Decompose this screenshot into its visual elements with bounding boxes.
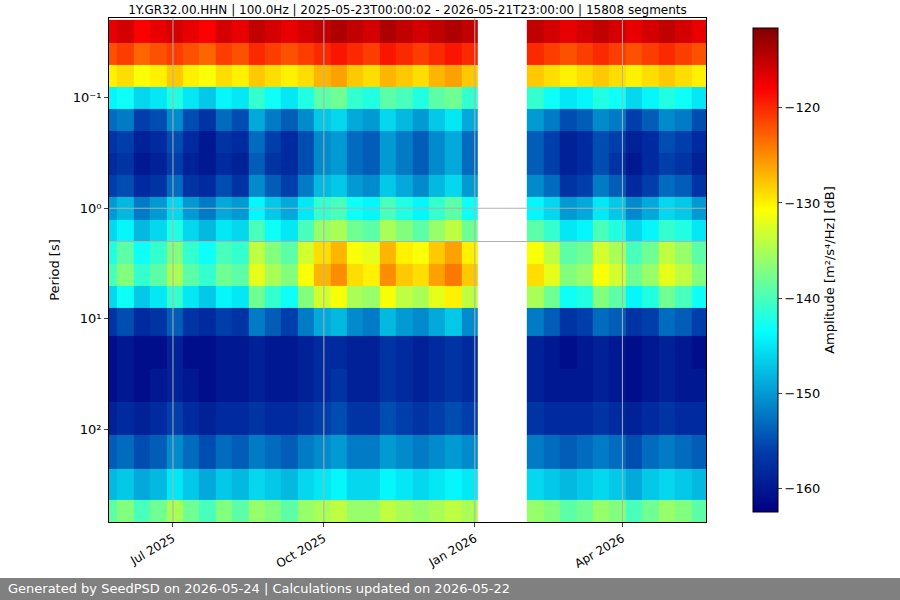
- svg-text:Jul 2025: Jul 2025: [127, 531, 177, 568]
- svg-text:10²: 10²: [80, 422, 102, 437]
- html-text:Generated by SeedPSD on 2026-0: Generated by SeedPSD on 2026-05-24 | Cal…: [8, 581, 510, 596]
- svg-text:−140: −140: [785, 291, 821, 306]
- svg-text:10⁰: 10⁰: [80, 201, 102, 216]
- svg-text:Period [s]: Period [s]: [47, 239, 62, 301]
- svg-text:−120: −120: [785, 100, 821, 115]
- svg-text:−150: −150: [785, 386, 821, 401]
- svg-text:1Y.GR32.00.HHN | 100.0Hz | 202: 1Y.GR32.00.HHN | 100.0Hz | 2025-05-23T00…: [128, 3, 687, 17]
- svg-text:10¹: 10¹: [80, 311, 102, 326]
- svg-text:Oct 2025: Oct 2025: [274, 531, 329, 571]
- svg-text:−160: −160: [785, 481, 821, 496]
- svg-text:Apr 2026: Apr 2026: [572, 531, 627, 571]
- svg-text:10⁻¹: 10⁻¹: [73, 90, 102, 105]
- svg-text:−130: −130: [785, 196, 821, 211]
- svg-text:Amplitude [m²/s⁴/Hz] [dB]: Amplitude [m²/s⁴/Hz] [dB]: [822, 186, 837, 354]
- svg-text:Jan 2026: Jan 2026: [426, 531, 480, 570]
